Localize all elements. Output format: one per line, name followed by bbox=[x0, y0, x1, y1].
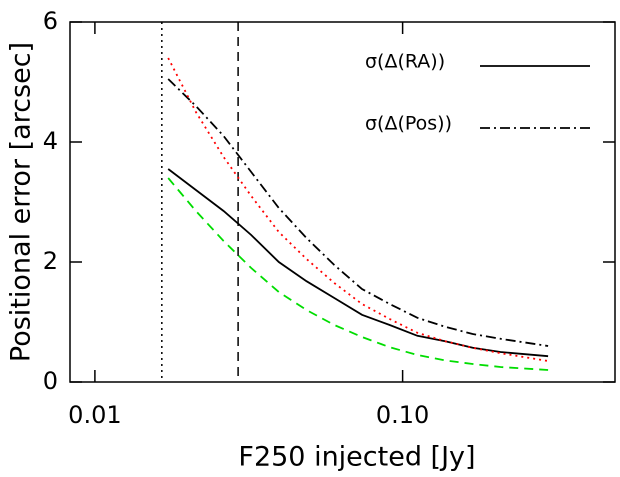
x-tick-label: 0.01 bbox=[68, 401, 121, 429]
data-line bbox=[167, 57, 549, 362]
y-axis-label: Positional error [arcsec] bbox=[6, 42, 37, 362]
data-line bbox=[167, 168, 549, 358]
data-line bbox=[167, 177, 549, 371]
y-tick-label: 0 bbox=[43, 367, 58, 395]
legend-label: σ(Δ(Pos)) bbox=[365, 113, 452, 135]
x-tick-label: 0.10 bbox=[376, 401, 429, 429]
y-tick-label: 2 bbox=[43, 247, 58, 275]
plot-frame bbox=[69, 21, 616, 383]
y-tick-label: 4 bbox=[43, 127, 58, 155]
legend-label: σ(Δ(RA)) bbox=[365, 51, 445, 73]
data-line bbox=[167, 78, 549, 347]
x-axis-label: F250 injected [Jy] bbox=[238, 442, 475, 473]
y-tick-label: 6 bbox=[43, 7, 58, 35]
